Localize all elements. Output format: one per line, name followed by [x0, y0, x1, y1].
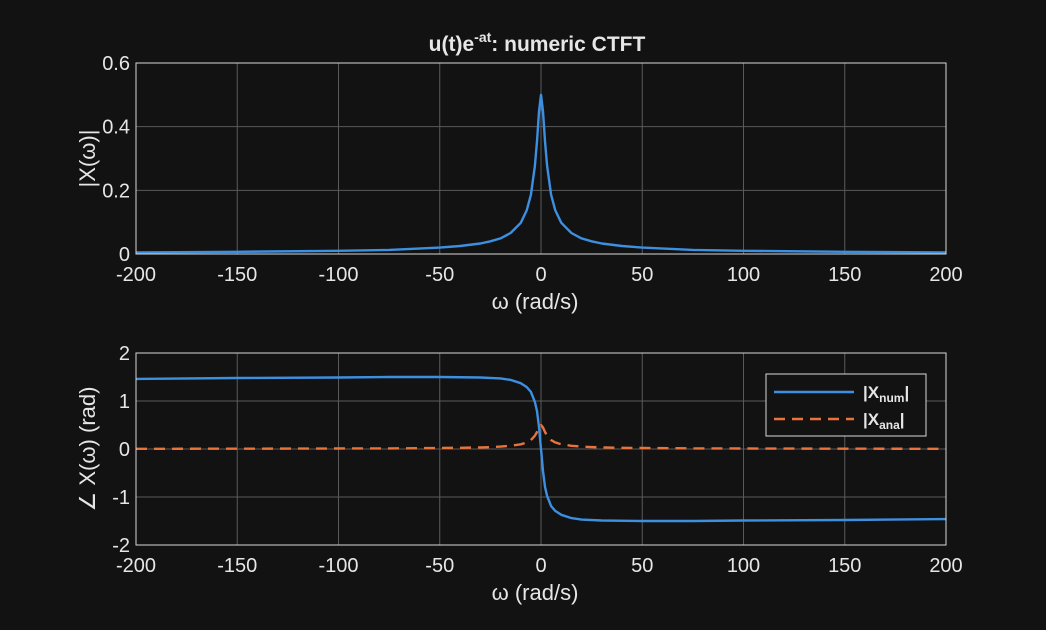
x-tick-label: -50	[425, 264, 454, 286]
y-tick-label: 0	[119, 244, 130, 266]
y-tick-label: -2	[112, 535, 130, 557]
y-tick-label: 2	[119, 343, 130, 365]
x-tick-label: 50	[631, 555, 653, 577]
y-axis-label: |X(ω)|	[75, 130, 100, 188]
x-tick-label: -200	[116, 555, 156, 577]
x-tick-label: -150	[217, 264, 257, 286]
x-tick-label: 50	[631, 264, 653, 286]
y-axis-label: ∠ X(ω) (rad)	[75, 387, 100, 512]
y-tick-label: 0.6	[102, 53, 130, 75]
x-axis-label: ω (rad/s)	[492, 580, 579, 605]
x-tick-label: -100	[318, 555, 358, 577]
series-line-num	[135, 375, 947, 523]
x-tick-label: 150	[828, 555, 861, 577]
legend-label: |Xnum|	[863, 383, 909, 405]
magnitude-plot: -200 -150 -100 -50 0 50 100 150 200 0 0.2 0.4 0.6 ω (…	[75, 53, 963, 314]
legend-label: |Xana|	[863, 410, 905, 432]
chart-title: u(t)e-at: numeric CTFT	[429, 29, 646, 56]
phase-plot: -200 -150 -100 -50 0 50 100 150 200 -2 -1 0 1 2 ω (rad…	[75, 343, 963, 605]
y-tick-label: 0.2	[102, 180, 130, 202]
title-rest: : numeric CTFT	[491, 33, 645, 56]
x-tick-label: -100	[318, 264, 358, 286]
series-line-0	[135, 93, 947, 254]
x-tick-label: 200	[929, 555, 962, 577]
x-tick-label: 0	[535, 555, 546, 577]
y-tick-label: 0.4	[102, 117, 130, 139]
axes-frame	[135, 352, 947, 546]
x-axis-label: ω (rad/s)	[492, 289, 579, 314]
x-tick-label: 0	[535, 264, 546, 286]
x-tick-label: 150	[828, 264, 861, 286]
title-superscript: -at	[474, 29, 491, 45]
x-tick-label: 100	[727, 555, 760, 577]
legend: |Xnum| |Xana|	[765, 373, 927, 437]
axes-frame	[135, 62, 947, 255]
x-tick-label: -150	[217, 555, 257, 577]
title-main: u(t)e	[429, 33, 475, 56]
y-tick-label: 1	[119, 391, 130, 413]
y-tick-label: 0	[119, 439, 130, 461]
x-tick-label: 100	[727, 264, 760, 286]
x-tick-label: 200	[929, 264, 962, 286]
series-line-ana	[135, 423, 947, 450]
x-tick-label: -50	[425, 555, 454, 577]
legend-box	[765, 373, 927, 437]
y-tick-label: -1	[112, 487, 130, 509]
x-tick-label: -200	[116, 264, 156, 286]
